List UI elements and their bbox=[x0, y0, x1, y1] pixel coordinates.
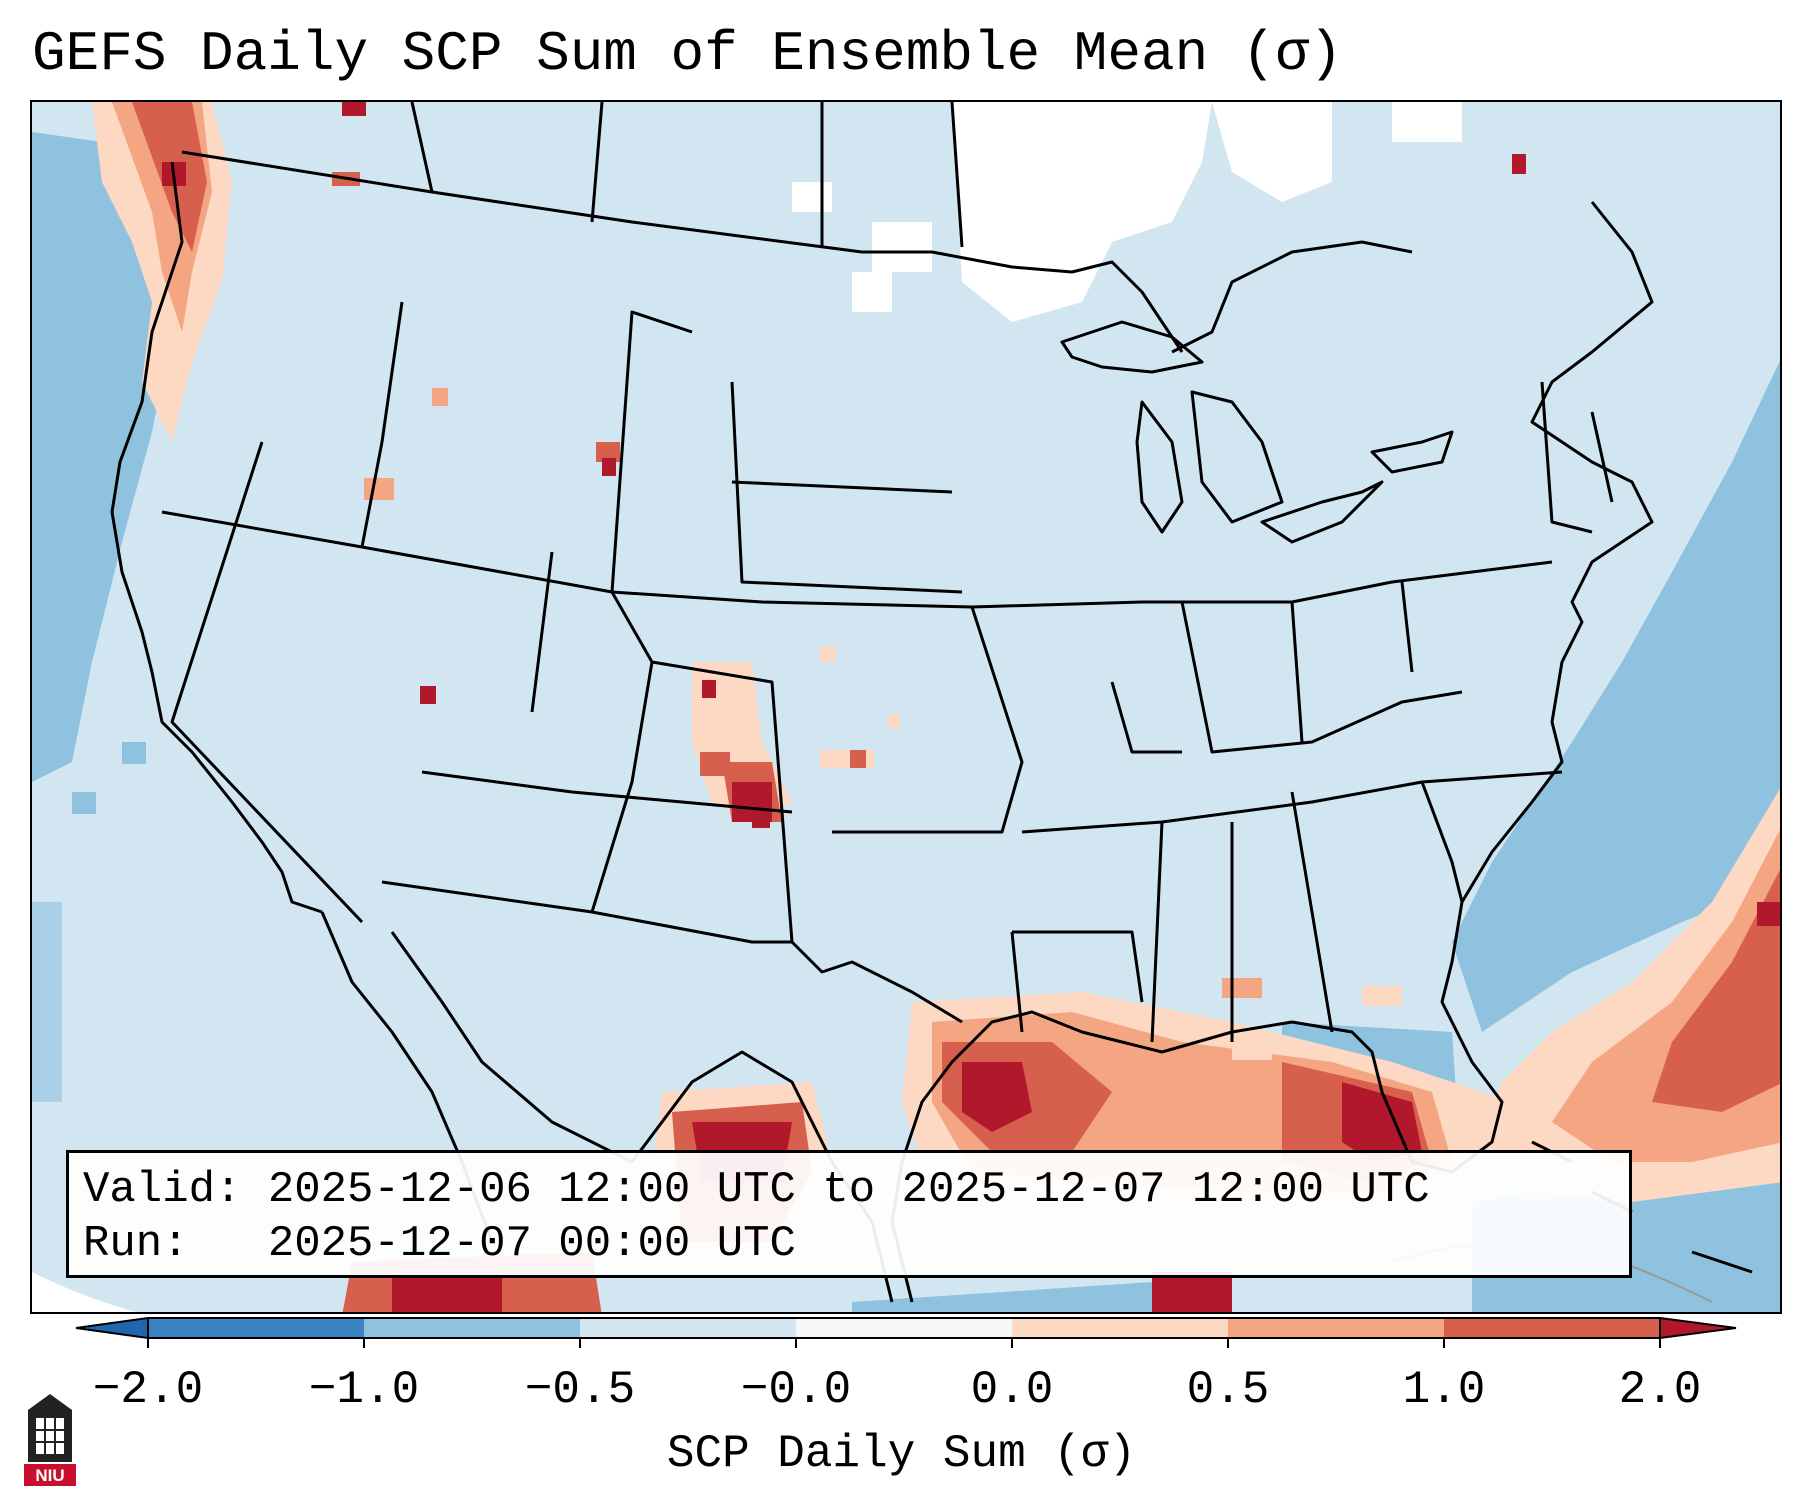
colorbar-seg-3 bbox=[796, 1318, 1012, 1338]
colorbar-tick-marks bbox=[147, 1338, 1661, 1348]
colorbar-tick-label: 2.0 bbox=[1618, 1364, 1702, 1416]
colorbar-tick-label: −2.0 bbox=[92, 1364, 204, 1416]
niu-logo-icon: NIU bbox=[24, 1394, 76, 1486]
colorbar-tick-label: 0.0 bbox=[970, 1364, 1054, 1416]
colorbar-tick-label: −0.0 bbox=[740, 1364, 852, 1416]
colorbar-extend-low bbox=[75, 1316, 149, 1340]
plains-positive-cells bbox=[332, 102, 1526, 1060]
colorbar-seg-6 bbox=[1444, 1318, 1660, 1338]
colorbar-seg-5 bbox=[1228, 1318, 1444, 1338]
figure-title: GEFS Daily SCP Sum of Ensemble Mean (σ) bbox=[32, 22, 1343, 86]
valid-label: Valid: bbox=[83, 1165, 242, 1215]
map-borders bbox=[110, 102, 1753, 1303]
colorbar-seg-2 bbox=[580, 1318, 796, 1338]
run-value: 2025-12-07 00:00 UTC bbox=[267, 1219, 796, 1269]
colorbar-seg-4 bbox=[1012, 1318, 1228, 1338]
colorbar-outline bbox=[147, 1317, 1661, 1339]
svg-text:NIU: NIU bbox=[35, 1466, 64, 1485]
valid-row: Valid: 2025-12-06 12:00 UTC to 2025-12-0… bbox=[83, 1163, 1615, 1217]
run-row: Run: 2025-12-07 00:00 UTC bbox=[83, 1217, 1615, 1271]
colorbar-tick-label: 1.0 bbox=[1402, 1364, 1486, 1416]
colorbar-title: SCP Daily Sum (σ) bbox=[666, 1428, 1137, 1480]
valid-value: 2025-12-06 12:00 UTC to 2025-12-07 12:00… bbox=[267, 1165, 1430, 1215]
pacific-negative-field bbox=[32, 132, 172, 1102]
scp-map bbox=[32, 102, 1780, 1312]
colorbar bbox=[75, 1316, 1737, 1348]
colorbar-extend-high bbox=[1659, 1316, 1737, 1340]
run-label: Run: bbox=[83, 1219, 189, 1269]
colorbar-tick-label: 0.5 bbox=[1186, 1364, 1270, 1416]
pacific-nw-positive bbox=[92, 102, 232, 442]
colorbar-tick-label: −1.0 bbox=[308, 1364, 420, 1416]
colorbar-seg-1 bbox=[364, 1318, 580, 1338]
map-panel bbox=[30, 100, 1782, 1314]
projection-edge-left bbox=[32, 1272, 137, 1312]
atlantic-positive-band bbox=[1472, 788, 1780, 1202]
valid-run-info-box: Valid: 2025-12-06 12:00 UTC to 2025-12-0… bbox=[66, 1150, 1632, 1278]
colorbar-seg-0 bbox=[148, 1318, 364, 1338]
colorbar-tick-label: −0.5 bbox=[524, 1364, 636, 1416]
